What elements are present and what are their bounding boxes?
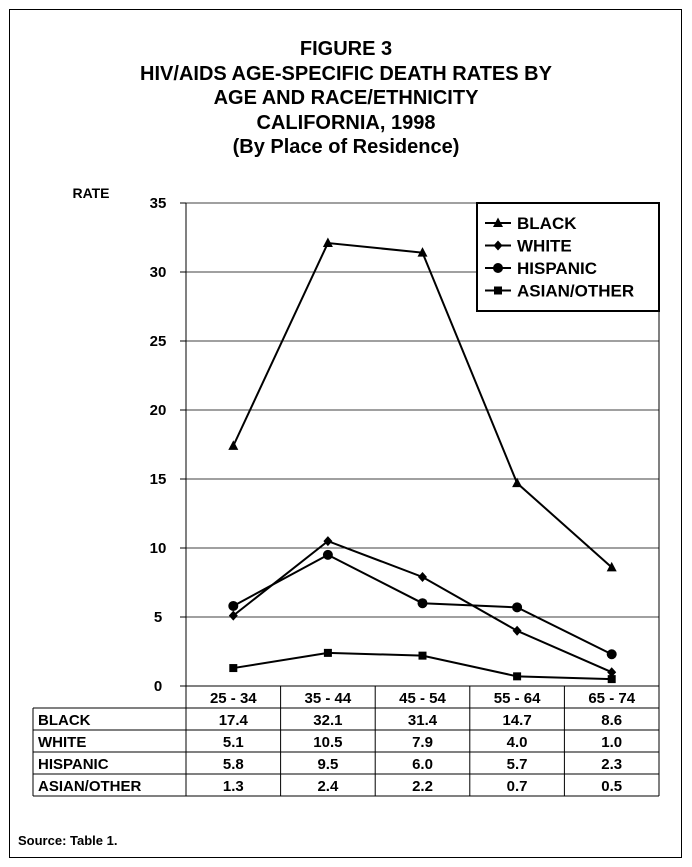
point-asian-other-2 xyxy=(323,648,332,657)
point-white-4 xyxy=(512,625,522,636)
point-hispanic-1 xyxy=(228,600,239,611)
table-cell-black-4: 14.7 xyxy=(502,712,531,729)
legend-marker-white xyxy=(493,240,503,251)
y-axis-title: RATE xyxy=(72,185,109,201)
y-tick-label-20: 20 xyxy=(150,402,167,419)
point-white-1 xyxy=(228,610,238,621)
point-asian-other-3 xyxy=(418,651,427,660)
legend-marker-hispanic xyxy=(493,263,503,273)
title-line-4: CALIFORNIA, 1998 xyxy=(256,111,436,134)
legend-label-hispanic: HISPANIC xyxy=(517,259,597,278)
table-row-label-black: BLACK xyxy=(38,712,91,729)
table-row-label-white: WHITE xyxy=(38,734,86,751)
table-cell-black-5: 8.6 xyxy=(601,712,622,729)
table-cell-asian-other-3: 2.2 xyxy=(412,778,433,795)
table-cell-hispanic-1: 5.8 xyxy=(223,756,244,773)
category-label-2: 35 - 44 xyxy=(305,690,352,707)
point-white-2 xyxy=(323,536,333,547)
y-tick-label-15: 15 xyxy=(150,471,167,488)
legend-label-white: WHITE xyxy=(517,237,572,256)
table-cell-black-3: 31.4 xyxy=(408,712,438,729)
point-black-2 xyxy=(322,237,333,248)
point-white-5 xyxy=(607,667,617,678)
y-tick-label-35: 35 xyxy=(150,195,167,212)
title-line-2: HIV/AIDS AGE-SPECIFIC DEATH RATES BY xyxy=(140,62,552,85)
table-cell-asian-other-2: 2.4 xyxy=(317,778,339,795)
point-hispanic-2 xyxy=(322,549,333,560)
title-line-1: FIGURE 3 xyxy=(299,38,393,60)
point-asian-other-4 xyxy=(513,672,522,681)
point-black-5 xyxy=(606,561,617,572)
point-hispanic-4 xyxy=(512,602,523,613)
figure-frame xyxy=(9,9,682,858)
category-label-4: 55 - 64 xyxy=(494,690,541,707)
category-label-1: 25 - 34 xyxy=(210,690,257,707)
title-line-5: (By Place of Residence) xyxy=(232,136,460,158)
table-cell-hispanic-2: 9.5 xyxy=(317,756,338,773)
legend-marker-black xyxy=(493,217,503,227)
legend-label-black: BLACK xyxy=(517,214,577,233)
y-tick-label-25: 25 xyxy=(150,333,167,350)
table-cell-white-1: 5.1 xyxy=(223,734,244,751)
table-cell-black-1: 17.4 xyxy=(219,712,249,729)
legend-label-asian-other: ASIAN/OTHER xyxy=(517,282,634,301)
y-tick-label-0: 0 xyxy=(154,678,162,695)
table-cell-white-4: 4.0 xyxy=(507,734,528,751)
y-tick-label-10: 10 xyxy=(150,540,167,557)
y-tick-label-30: 30 xyxy=(150,264,167,281)
table-row-label-asian-other: ASIAN/OTHER xyxy=(38,778,142,795)
table-cell-hispanic-4: 5.7 xyxy=(507,756,528,773)
point-black-3 xyxy=(417,247,428,257)
chart-title: FIGURE 3 HIV/AIDS AGE-SPECIFIC DEATH RAT… xyxy=(0,37,692,160)
table-cell-white-3: 7.9 xyxy=(412,734,433,751)
table-cell-asian-other-5: 0.5 xyxy=(601,778,622,795)
point-black-4 xyxy=(512,477,523,488)
table-cell-white-2: 10.5 xyxy=(313,734,342,751)
table-cell-asian-other-1: 1.3 xyxy=(223,778,244,795)
category-label-3: 45 - 54 xyxy=(399,690,446,707)
point-hispanic-5 xyxy=(606,649,617,660)
point-hispanic-3 xyxy=(417,598,428,609)
y-tick-label-5: 5 xyxy=(154,609,162,626)
point-asian-other-1 xyxy=(229,664,238,673)
point-asian-other-5 xyxy=(607,675,616,684)
table-cell-black-2: 32.1 xyxy=(313,712,342,729)
table-cell-white-5: 1.0 xyxy=(601,734,622,751)
table-row-label-hispanic: HISPANIC xyxy=(38,756,109,773)
table-cell-hispanic-5: 2.3 xyxy=(601,756,622,773)
legend-marker-asian-other xyxy=(494,286,502,295)
point-black-1 xyxy=(228,440,239,450)
table-cell-hispanic-3: 6.0 xyxy=(412,756,433,773)
legend-box xyxy=(476,202,660,312)
table-cell-asian-other-4: 0.7 xyxy=(507,778,528,795)
point-white-3 xyxy=(418,571,427,582)
title-line-3: AGE AND RACE/ETHNICITY xyxy=(213,87,479,109)
source-note: Source: Table 1. xyxy=(18,833,118,848)
category-label-5: 65 - 74 xyxy=(588,690,635,707)
